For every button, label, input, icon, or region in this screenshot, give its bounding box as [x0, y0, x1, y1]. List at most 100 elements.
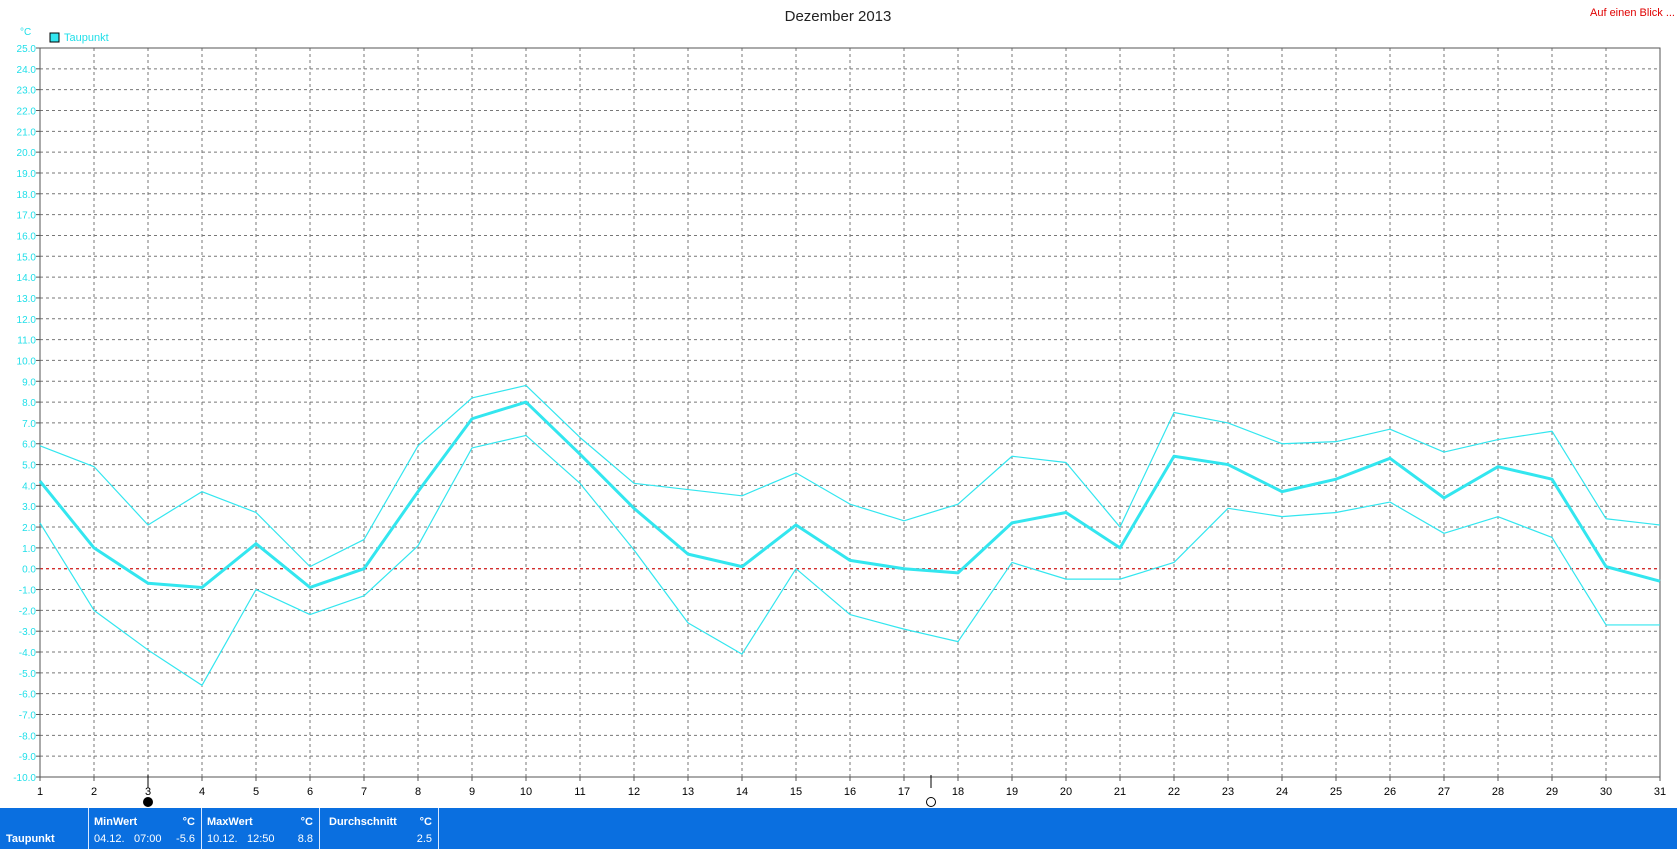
y-tick-label: -4.0	[19, 648, 37, 659]
min-unit: °C	[182, 816, 195, 828]
chart-canvas: -10.0 -9.0 -8.0 -7.0 -6.0 -5.0 -4.0 -3.0 -2.0 -1.…	[13, 7, 1675, 807]
y-tick-label: -10.0	[13, 773, 36, 784]
footer-series-label: Taupunkt	[6, 833, 55, 845]
min-date: 04.12.	[94, 833, 125, 845]
y-tick-label: 9.0	[22, 377, 36, 388]
legend: Taupunkt	[49, 32, 109, 44]
y-tick-label: 19.0	[17, 169, 37, 180]
y-tick-label: -5.0	[19, 669, 37, 680]
max-unit: °C	[300, 816, 313, 828]
x-axis-ticks: 1 2 3 4 5 6 7 8 9 10 11 12 13 14 15 16 17 18 19 20 21 22 23 24 2…	[37, 777, 1666, 798]
y-tick-label: 4.0	[22, 481, 36, 492]
x-tick-label: 8	[415, 786, 421, 798]
y-tick-label: 1.0	[22, 544, 36, 555]
x-tick-label: 12	[628, 786, 640, 798]
y-tick-label: 7.0	[22, 419, 36, 430]
x-tick-label: 30	[1600, 786, 1612, 798]
y-tick-label: 24.0	[17, 65, 37, 76]
x-tick-label: 2	[91, 786, 97, 798]
moon-markers	[143, 775, 936, 807]
x-tick-label: 5	[253, 786, 259, 798]
y-tick-label: 18.0	[17, 190, 37, 201]
min-time: 07:00	[134, 833, 162, 845]
y-tick-label: -9.0	[19, 752, 37, 763]
y-tick-label: 8.0	[22, 398, 36, 409]
y-tick-label: 13.0	[17, 294, 37, 305]
x-tick-label: 25	[1330, 786, 1342, 798]
avg-unit: °C	[419, 816, 432, 828]
x-tick-label: 4	[199, 786, 205, 798]
y-tick-label: 21.0	[17, 127, 37, 138]
x-tick-label: 28	[1492, 786, 1504, 798]
y-tick-label: 12.0	[17, 315, 37, 326]
min-header: MinWert	[94, 816, 138, 828]
overview-link[interactable]: Auf einen Blick ...	[1590, 7, 1675, 19]
x-tick-label: 27	[1438, 786, 1450, 798]
footer-series-cell: Taupunkt	[0, 808, 89, 849]
y-tick-label: -2.0	[19, 606, 37, 617]
x-tick-label: 13	[682, 786, 694, 798]
y-tick-label: 23.0	[17, 86, 37, 97]
y-tick-label: 14.0	[17, 273, 37, 284]
x-tick-label: 20	[1060, 786, 1072, 798]
avg-header: Durchschnitt	[329, 816, 397, 828]
y-tick-label: 6.0	[22, 440, 36, 451]
y-axis-ticks: -10.0 -9.0 -8.0 -7.0 -6.0 -5.0 -4.0 -3.0 -2.0 -1.…	[13, 44, 40, 784]
x-tick-label: 22	[1168, 786, 1180, 798]
y-tick-label: 25.0	[17, 44, 37, 55]
max-date: 10.12.	[207, 833, 238, 845]
x-tick-label: 3	[145, 786, 151, 798]
min-value: -5.6	[176, 833, 195, 845]
x-tick-label: 31	[1654, 786, 1666, 798]
y-tick-label: -1.0	[19, 586, 37, 597]
footer-avg-cell: Durchschnitt °C 2.5	[320, 808, 439, 849]
x-tick-label: 17	[898, 786, 910, 798]
x-tick-label: 1	[37, 786, 43, 798]
new-moon-icon	[926, 797, 936, 807]
full-moon-icon	[143, 797, 153, 807]
avg-value: 2.5	[416, 833, 432, 845]
x-tick-label: 11	[574, 786, 585, 798]
y-tick-label: 5.0	[22, 461, 36, 472]
footer-max-cell: MaxWert °C 10.12. 12:50 8.8	[202, 808, 320, 849]
series-line-mean	[38, 400, 1661, 589]
y-tick-label: 2.0	[22, 523, 36, 534]
x-tick-label: 7	[361, 786, 367, 798]
x-tick-label: 26	[1384, 786, 1396, 798]
y-tick-label: 3.0	[22, 502, 36, 513]
y-tick-label: 17.0	[17, 211, 37, 222]
y-axis-unit: °C	[20, 27, 31, 38]
grid	[40, 48, 1660, 777]
chart-title: Dezember 2013	[785, 8, 892, 25]
y-tick-label: 15.0	[17, 252, 37, 263]
statistics-footer: Taupunkt MinWert °C 04.12. 07:00 -5.6 Ma…	[0, 808, 1677, 849]
y-tick-label: 16.0	[17, 231, 37, 242]
x-tick-label: 21	[1114, 786, 1126, 798]
x-tick-label: 15	[790, 786, 802, 798]
y-tick-label: 20.0	[17, 148, 37, 159]
x-tick-label: 6	[307, 786, 313, 798]
y-tick-label: -3.0	[19, 627, 37, 638]
y-tick-label: -7.0	[19, 711, 37, 722]
max-header: MaxWert	[207, 816, 253, 828]
y-tick-label: -6.0	[19, 690, 37, 701]
x-tick-label: 9	[469, 786, 475, 798]
y-tick-label: 11.0	[17, 336, 36, 347]
x-tick-label: 23	[1222, 786, 1234, 798]
y-tick-label: 0.0	[22, 565, 36, 576]
y-tick-label: -8.0	[19, 731, 37, 742]
x-tick-label: 29	[1546, 786, 1558, 798]
y-tick-label: 10.0	[17, 356, 37, 367]
series-line-max	[39, 384, 1661, 568]
series	[38, 384, 1661, 686]
legend-swatch-taupunkt	[49, 32, 60, 43]
x-tick-label: 16	[844, 786, 856, 798]
x-tick-label: 19	[1006, 786, 1018, 798]
max-time: 12:50	[247, 833, 275, 845]
x-tick-label: 24	[1276, 786, 1288, 798]
x-tick-label: 10	[520, 786, 532, 798]
x-tick-label: 14	[736, 786, 748, 798]
footer-min-cell: MinWert °C 04.12. 07:00 -5.6	[89, 808, 202, 849]
max-value: 8.8	[297, 833, 313, 845]
series-line-min	[39, 434, 1660, 686]
